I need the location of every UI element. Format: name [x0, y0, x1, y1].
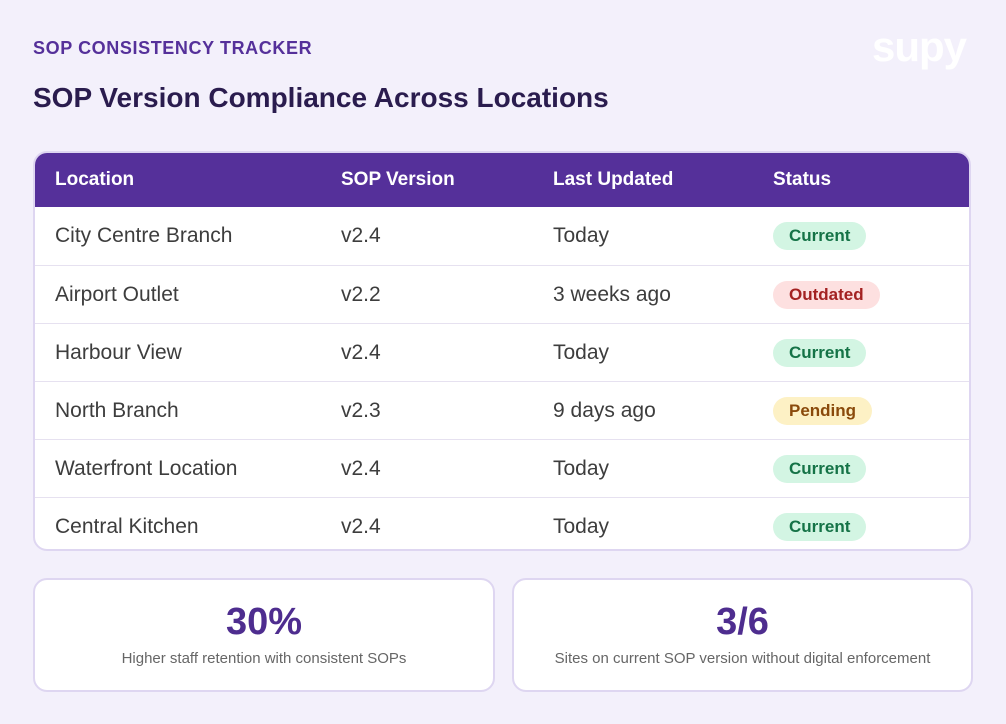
table-row: Waterfront Location v2.4 Today Current: [35, 439, 969, 497]
cell-last-updated: 3 weeks ago: [553, 282, 671, 306]
status-badge: Outdated: [773, 280, 880, 309]
cell-last-updated: Today: [553, 340, 610, 364]
status-badge: Current: [773, 338, 867, 367]
column-header-status: Status: [773, 169, 832, 190]
stat-value: 3/6: [716, 601, 769, 643]
status-badge: Current: [773, 454, 867, 483]
cell-status: Current: [773, 222, 969, 250]
stat-label: Sites on current SOP version without dig…: [554, 650, 931, 667]
column-header-last-updated: Last Updated: [553, 169, 674, 190]
cell-sop-version: v2.2: [341, 282, 381, 306]
status-badge: Current: [773, 222, 867, 250]
cell-status: Outdated: [773, 280, 969, 309]
table-row: North Branch v2.3 9 days ago Pending: [35, 381, 969, 439]
compliance-table: Location SOP Version Last Updated Status…: [33, 151, 971, 551]
cell-sop-version: v2.4: [341, 514, 381, 538]
cell-last-updated: Today: [553, 224, 610, 247]
stat-card-retention: 30% Higher staff retention with consiste…: [33, 578, 495, 692]
table-row: City Centre Branch v2.4 Today Current: [35, 207, 969, 265]
cell-location: Waterfront Location: [55, 456, 238, 480]
cell-location: City Centre Branch: [55, 224, 233, 247]
table-row: Airport Outlet v2.2 3 weeks ago Outdated: [35, 265, 969, 323]
table-body: City Centre Branch v2.4 Today Current Ai…: [35, 207, 969, 549]
cell-location: Airport Outlet: [55, 282, 179, 306]
column-header-location: Location: [55, 169, 135, 190]
table-row: Central Kitchen v2.4 Today Current: [35, 497, 969, 549]
column-header-sop-version: SOP Version: [341, 169, 455, 190]
brand-logo: supy: [871, 23, 967, 70]
cell-sop-version: v2.4: [341, 340, 381, 364]
cell-last-updated: Today: [553, 456, 610, 480]
table-header: Location SOP Version Last Updated Status: [35, 153, 969, 207]
stat-value: 30%: [225, 601, 303, 643]
cell-status: Pending: [773, 396, 969, 425]
cell-last-updated: Today: [553, 514, 610, 538]
cell-sop-version: v2.4: [341, 456, 381, 480]
cell-location: Harbour View: [55, 340, 182, 364]
stat-label: Higher staff retention with consistent S…: [121, 650, 407, 667]
page-title: SOP Version Compliance Across Locations: [33, 82, 609, 113]
table-row: Harbour View v2.4 Today Current: [35, 323, 969, 381]
cell-last-updated: 9 days ago: [553, 398, 656, 422]
cell-location: North Branch: [55, 398, 179, 422]
cell-status: Current: [773, 512, 969, 541]
cell-sop-version: v2.3: [341, 398, 381, 422]
status-badge: Pending: [773, 396, 873, 425]
status-badge: Current: [773, 512, 867, 541]
eyebrow-label: SOP CONSISTENCY TRACKER: [33, 38, 313, 58]
cell-sop-version: v2.4: [341, 224, 381, 247]
cell-status: Current: [773, 338, 969, 367]
stat-card-sites: 3/6 Sites on current SOP version without…: [512, 578, 973, 692]
cell-status: Current: [773, 454, 969, 483]
cell-location: Central Kitchen: [55, 514, 199, 538]
